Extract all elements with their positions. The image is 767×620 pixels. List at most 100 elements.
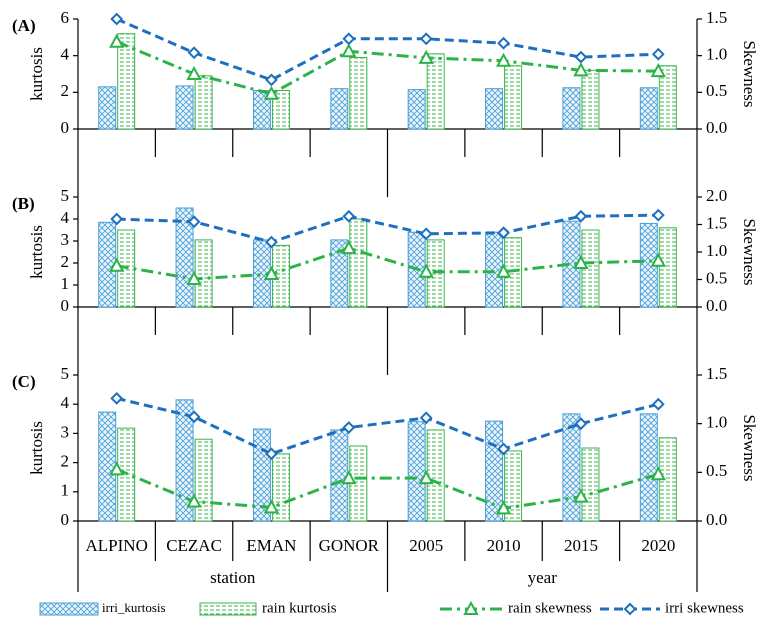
legend-label: rain kurtosis bbox=[262, 600, 337, 616]
panel-label: (A) bbox=[12, 16, 36, 35]
y-tick-label: 2 bbox=[61, 252, 70, 271]
x-tick-label: 2020 bbox=[641, 536, 675, 555]
bar bbox=[175, 85, 194, 130]
triangle-marker bbox=[109, 461, 125, 476]
y2-tick-label: 1.5 bbox=[706, 8, 727, 27]
bar bbox=[349, 57, 368, 130]
diamond-marker bbox=[187, 410, 201, 424]
legend: irri_kurtosis rain kurtosis rain skewness i… bbox=[39, 600, 744, 616]
bar bbox=[485, 88, 504, 130]
bar bbox=[485, 420, 504, 522]
diamond-marker bbox=[342, 421, 356, 434]
y-tick-label: 4 bbox=[61, 208, 70, 227]
x-tick-label: 2010 bbox=[487, 536, 521, 555]
triangle-marker bbox=[186, 270, 202, 285]
group-label: year bbox=[528, 568, 558, 587]
y2-tick-label: 2.0 bbox=[706, 186, 727, 205]
line bbox=[116, 396, 659, 456]
line bbox=[116, 17, 659, 82]
y2-tick-label: 1.0 bbox=[706, 241, 727, 260]
y2-tick-label: 0.5 bbox=[706, 268, 727, 287]
triangle-marker bbox=[186, 493, 202, 508]
diamond-marker bbox=[419, 32, 433, 46]
bar bbox=[194, 438, 213, 522]
triangle-marker bbox=[495, 500, 512, 515]
diamond-marker bbox=[574, 209, 588, 223]
bar bbox=[407, 421, 426, 522]
bar bbox=[562, 87, 581, 130]
triangle-marker bbox=[650, 252, 666, 267]
legend-swatch bbox=[623, 602, 637, 616]
bar bbox=[426, 53, 445, 130]
y-tick-label: 0 bbox=[61, 296, 70, 315]
panel-label: (C) bbox=[12, 372, 36, 391]
bar bbox=[117, 33, 136, 130]
y2-tick-label: 0.0 bbox=[706, 296, 727, 315]
legend-label: irri skewness bbox=[665, 600, 744, 616]
bar bbox=[581, 69, 600, 130]
bar bbox=[504, 450, 523, 522]
diamond-marker bbox=[651, 208, 665, 222]
x-tick-label: ALPINO bbox=[86, 536, 148, 555]
triangle-marker bbox=[495, 263, 512, 278]
y2-tick-label: 0.5 bbox=[706, 81, 727, 100]
bar bbox=[175, 399, 194, 522]
bar bbox=[639, 413, 658, 522]
bar bbox=[658, 65, 677, 130]
triangle-marker bbox=[650, 62, 666, 78]
bar bbox=[562, 413, 581, 522]
diamond-marker bbox=[419, 411, 433, 425]
diamond-marker bbox=[342, 209, 356, 223]
triangle-marker bbox=[109, 33, 125, 48]
triangle-marker bbox=[495, 52, 512, 67]
bar bbox=[330, 88, 349, 130]
x-tick-label: CEZAC bbox=[166, 536, 222, 555]
triangle-marker bbox=[418, 263, 434, 278]
triangle-marker bbox=[186, 65, 202, 80]
triangle-marker bbox=[263, 265, 280, 280]
triangle-marker bbox=[263, 499, 280, 514]
y-tick-label: 1 bbox=[61, 481, 70, 500]
panel-label: (B) bbox=[12, 194, 35, 213]
y2-tick-label: 0.0 bbox=[706, 118, 727, 137]
diamond-marker bbox=[419, 227, 433, 241]
legend-swatch bbox=[199, 602, 257, 616]
legend-label: irri_kurtosis bbox=[102, 600, 166, 615]
bar bbox=[330, 429, 349, 522]
bar bbox=[485, 231, 504, 308]
triangle-marker bbox=[573, 254, 589, 269]
y-tick-label: 2 bbox=[61, 452, 70, 471]
diamond-marker bbox=[265, 73, 278, 87]
bar bbox=[504, 65, 523, 130]
y-tick-label: 5 bbox=[61, 186, 70, 205]
diamond-marker bbox=[187, 46, 201, 60]
legend-swatch bbox=[39, 602, 99, 616]
diamond-marker bbox=[574, 50, 588, 64]
triangle-marker bbox=[109, 257, 125, 272]
y-axis-title: kurtosis bbox=[27, 225, 46, 279]
bar bbox=[581, 447, 600, 522]
line bbox=[116, 213, 659, 244]
diamond-marker bbox=[342, 32, 356, 46]
diamond-marker bbox=[110, 12, 124, 26]
y2-tick-label: 1.5 bbox=[706, 213, 727, 232]
bar bbox=[98, 86, 117, 130]
bar bbox=[426, 429, 445, 522]
legend-swatch bbox=[463, 600, 479, 615]
y2-tick-label: 1.0 bbox=[706, 413, 727, 432]
x-tick-label: GONOR bbox=[319, 536, 380, 555]
group-label: station bbox=[210, 568, 256, 587]
diamond-marker bbox=[265, 447, 278, 461]
y-tick-label: 0 bbox=[61, 118, 70, 137]
bar bbox=[330, 239, 349, 308]
diamond-marker bbox=[265, 235, 278, 249]
diamond-marker bbox=[651, 47, 665, 61]
triangle-marker bbox=[341, 43, 357, 58]
bar bbox=[194, 75, 213, 130]
diamond-marker bbox=[651, 397, 665, 411]
diamond-marker bbox=[497, 226, 510, 240]
y-tick-label: 2 bbox=[61, 81, 70, 100]
y-tick-label: 3 bbox=[61, 422, 70, 441]
triangle-marker bbox=[341, 470, 357, 485]
